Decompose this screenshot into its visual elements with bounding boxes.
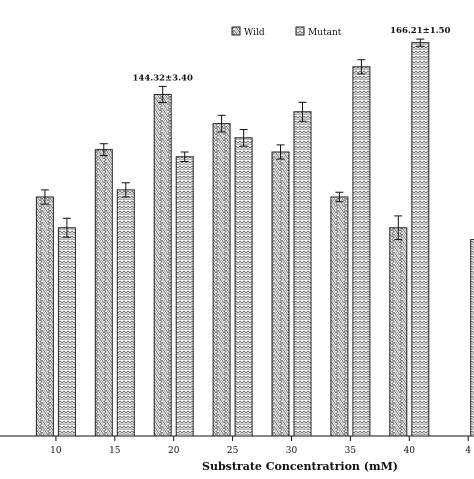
- error-bar-mutant-35: [357, 59, 366, 75]
- bar-mutant-25: [234, 137, 253, 437]
- bar-mutant-15: [116, 189, 135, 437]
- bar-wild-25: [212, 123, 231, 437]
- bar-wild-20: [153, 93, 172, 437]
- error-bar-wild-35: [335, 191, 344, 203]
- legend-swatch: [231, 26, 241, 36]
- legend-item-wild: Wild: [231, 26, 265, 38]
- error-bar-wild-10: [40, 189, 49, 205]
- bar-wild-15: [94, 149, 113, 437]
- data-label: 144.32±3.40: [133, 73, 193, 83]
- bars-layer: [35, 42, 474, 437]
- x-axis: 10 15 20 25 30 35 40 4: [0, 435, 474, 456]
- data-label: 166.21±1.50: [390, 26, 450, 36]
- error-bar-wild-30: [276, 144, 285, 160]
- error-bar-mutant-15: [121, 182, 130, 198]
- bar-wild-35: [330, 196, 349, 437]
- bar-mutant-30: [293, 111, 312, 437]
- error-bar-mutant-20: [180, 151, 189, 162]
- legend-swatch: [295, 26, 305, 36]
- legend-item-mutant: Mutant: [295, 26, 342, 38]
- legend-label: Mutant: [308, 28, 342, 38]
- error-bar-mutant-25: [239, 129, 248, 147]
- error-bars-layer: [40, 38, 425, 241]
- x-tick-label: 15: [109, 446, 121, 456]
- error-bar-mutant-30: [298, 101, 307, 122]
- x-tick-label: 35: [345, 446, 357, 456]
- bar-mutant-20: [175, 156, 194, 437]
- bar-mutant-10: [57, 227, 76, 437]
- bar-wild-30: [271, 151, 290, 437]
- error-bar-wild-20: [158, 85, 167, 103]
- error-bar-mutant-40: [416, 38, 425, 47]
- x-tick-label: 20: [168, 446, 180, 456]
- error-bar-wild-25: [217, 114, 226, 133]
- error-bar-wild-40: [394, 215, 403, 241]
- x-tick-label: 30: [286, 446, 298, 456]
- bar-wild-40: [389, 227, 408, 437]
- x-tick-label: 10: [50, 446, 62, 456]
- legend-label: Wild: [244, 28, 265, 38]
- data-labels-layer: 144.32±3.40 166.21±1.50: [133, 26, 451, 83]
- x-tick-label: 40: [404, 446, 416, 456]
- bar-mutant-35: [352, 66, 371, 437]
- bar-mutant-4: [470, 239, 474, 437]
- x-tick-label: 25: [227, 446, 239, 456]
- error-bar-wild-15: [99, 143, 108, 157]
- legend: Wild Mutant: [231, 26, 342, 38]
- bar-wild-10: [35, 196, 54, 437]
- error-bar-mutant-10: [62, 217, 71, 238]
- x-axis-title: Substrate Concentratrion (mM): [202, 460, 398, 473]
- bar-mutant-40: [411, 42, 430, 437]
- x-tick-label: 4: [465, 446, 471, 456]
